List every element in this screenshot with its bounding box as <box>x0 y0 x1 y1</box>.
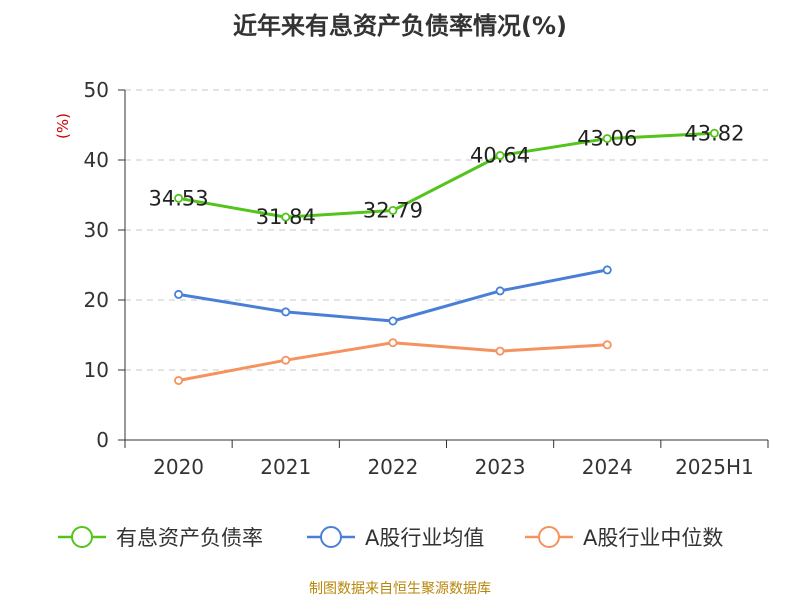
x-tick-label: 2022 <box>367 455 418 479</box>
y-tick-label: 30 <box>84 218 109 242</box>
grid-lines <box>125 89 768 371</box>
y-tick-label: 50 <box>84 78 109 102</box>
series-line <box>178 268 608 323</box>
data-label: 40.64 <box>470 144 530 168</box>
series-layer <box>174 128 719 385</box>
legend-item[interactable]: A股行业中位数 <box>525 526 723 550</box>
data-label: 43.06 <box>577 127 637 151</box>
x-tick-label: 2025H1 <box>675 455 754 479</box>
legend: 有息资产负债率 A股行业均值 A股行业中位数 <box>58 526 723 550</box>
series-line <box>178 341 608 382</box>
data-point[interactable] <box>281 212 291 222</box>
y-tick-label: 10 <box>84 358 109 382</box>
x-tick-label: 2024 <box>582 455 633 479</box>
data-labels: 34.53 31.84 32.79 40.64 43.06 43.82 <box>149 121 745 229</box>
data-point[interactable] <box>174 375 184 385</box>
data-label: 43.82 <box>684 121 744 145</box>
chart-title: 近年来有息资产负债率情况(%) <box>233 12 567 40</box>
legend-marker <box>71 526 93 548</box>
legend-item[interactable]: 有息资产负债率 <box>58 526 263 550</box>
series-line <box>178 131 715 219</box>
y-tick-label: 40 <box>84 148 109 172</box>
data-point[interactable] <box>602 134 612 144</box>
data-point[interactable] <box>174 289 184 299</box>
data-label: 34.53 <box>149 186 209 210</box>
y-axis-ticks: 0 10 20 30 40 50 <box>84 78 125 452</box>
data-label: 32.79 <box>363 198 423 222</box>
y-tick-label: 0 <box>96 428 109 452</box>
data-point[interactable] <box>602 265 612 275</box>
data-source: 制图数据来自恒生聚源数据库 <box>309 581 491 597</box>
x-tick-label: 2021 <box>260 455 311 479</box>
y-tick-label: 20 <box>84 288 109 312</box>
data-point[interactable] <box>388 316 398 326</box>
legend-marker <box>320 526 342 548</box>
legend-label: A股行业均值 <box>365 526 484 550</box>
x-axis-ticks: 2020 2021 2022 2023 2024 2025H1 <box>124 440 769 479</box>
axes <box>124 90 768 441</box>
y-axis-unit: (%) <box>54 113 72 139</box>
legend-label: 有息资产负债率 <box>116 526 263 550</box>
data-point[interactable] <box>281 355 291 365</box>
data-point[interactable] <box>388 338 398 348</box>
data-point[interactable] <box>709 128 719 138</box>
x-tick-label: 2023 <box>475 455 526 479</box>
data-point[interactable] <box>495 346 505 356</box>
data-label: 31.84 <box>256 205 316 229</box>
data-point[interactable] <box>495 151 505 161</box>
legend-label: A股行业中位数 <box>583 526 723 550</box>
data-point[interactable] <box>388 205 398 215</box>
legend-item[interactable]: A股行业均值 <box>307 526 484 550</box>
data-point[interactable] <box>281 307 291 317</box>
data-point[interactable] <box>174 193 184 203</box>
x-tick-label: 2020 <box>153 455 204 479</box>
legend-marker <box>538 526 560 548</box>
data-point[interactable] <box>602 340 612 350</box>
data-point[interactable] <box>495 286 505 296</box>
